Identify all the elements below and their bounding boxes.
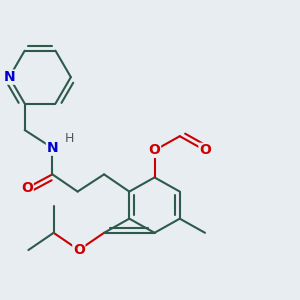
Text: H: H	[64, 132, 74, 145]
Text: N: N	[46, 141, 58, 155]
Text: N: N	[4, 70, 15, 84]
Text: O: O	[73, 243, 85, 257]
Text: O: O	[148, 143, 160, 158]
Text: N: N	[46, 141, 58, 155]
Text: O: O	[199, 143, 211, 158]
Text: O: O	[21, 181, 33, 195]
